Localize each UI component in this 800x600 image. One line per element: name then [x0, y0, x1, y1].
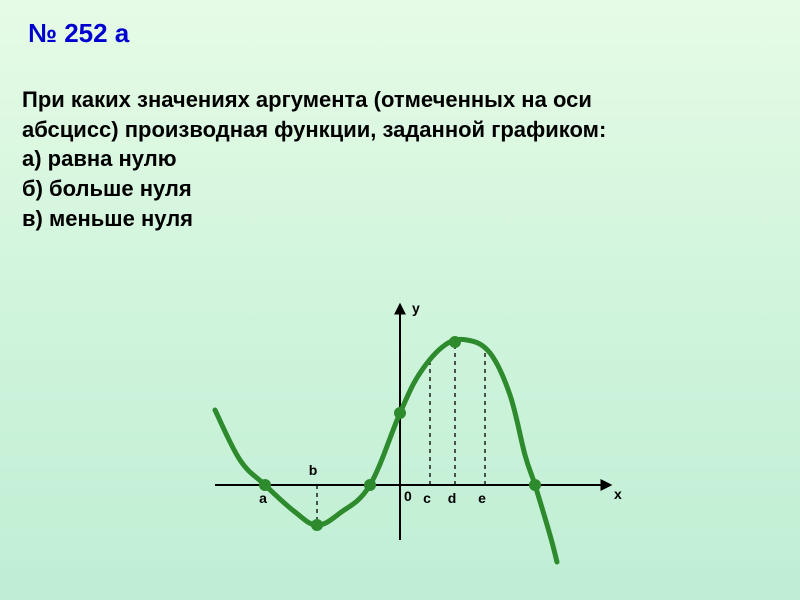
tick-label: c	[423, 490, 431, 506]
problem-text: При каких значениях аргумента (отмеченны…	[22, 85, 606, 233]
curve-point	[394, 407, 406, 419]
function-curve	[215, 339, 557, 562]
y-axis-label: y	[412, 300, 420, 316]
curve-point	[449, 336, 461, 348]
slide: № 252 а При каких значениях аргумента (о…	[0, 0, 800, 600]
curve-point	[529, 479, 541, 491]
tick-label: a	[259, 490, 267, 506]
tick-label: e	[478, 490, 486, 506]
problem-number: № 252 а	[28, 18, 129, 49]
tick-label: b	[309, 462, 318, 478]
tick-label: d	[448, 490, 457, 506]
curve-point	[311, 519, 323, 531]
chart-container: y x 0 a b c d e	[205, 290, 625, 570]
origin-label: 0	[404, 488, 412, 504]
chart-svg: y x 0 a b c d e	[205, 290, 625, 570]
curve-point	[364, 479, 376, 491]
x-axis-label: x	[614, 486, 622, 502]
